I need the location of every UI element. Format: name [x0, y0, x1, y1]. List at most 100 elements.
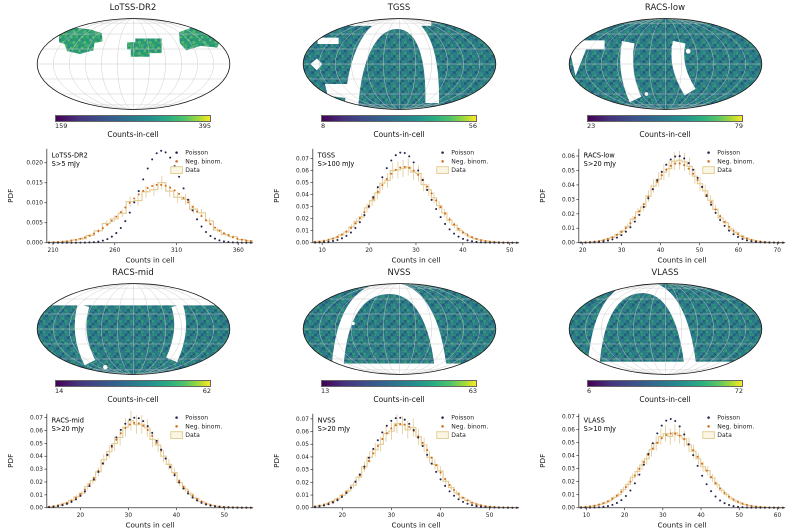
svg-text:Poisson: Poisson	[451, 150, 474, 157]
svg-text:0.00: 0.00	[296, 241, 309, 247]
svg-text:0.02: 0.02	[30, 480, 43, 486]
svg-text:0.01: 0.01	[296, 493, 309, 499]
sky-map-block-nvss: NVSS 13 63 Counts-in-cell	[266, 265, 532, 404]
svg-text:0.00: 0.00	[296, 506, 309, 512]
svg-text:Data: Data	[185, 167, 200, 174]
map-title-racs-mid: RACS-mid	[112, 268, 154, 278]
panel-tgss: TGSS 8 56 Counts-in-cell 10 20 30 40 50 0.00 0…	[266, 0, 532, 265]
svg-text:0.07: 0.07	[296, 156, 309, 162]
svg-text:0.05: 0.05	[562, 440, 575, 446]
colorbar-max: 72	[734, 387, 743, 395]
svg-text:Data: Data	[717, 167, 732, 174]
colorbar-max: 63	[468, 387, 477, 395]
pdf-chart-lotss: 210 260 310 360 0.000 0.005 0.010 0.015 0.020 Cou…	[6, 148, 254, 265]
svg-text:Poisson: Poisson	[185, 415, 208, 422]
svg-text:40: 40	[437, 513, 445, 519]
svg-text:0.07: 0.07	[562, 414, 575, 420]
svg-text:0.05: 0.05	[296, 442, 309, 448]
colorbar-lotss: 159 395 Counts-in-cell	[55, 115, 211, 139]
svg-text:20: 20	[339, 513, 347, 519]
svg-text:0.03: 0.03	[562, 467, 575, 473]
colorbar-gradient	[55, 380, 211, 387]
colorbar-label: Counts-in-cell	[373, 395, 425, 404]
map-title-vlass: VLASS	[651, 268, 679, 278]
colorbar-max: 62	[202, 387, 211, 395]
sky-map-tgss	[302, 18, 496, 110]
svg-text:0.02: 0.02	[562, 480, 575, 486]
svg-text:S>10 mJy: S>10 mJy	[584, 425, 616, 433]
colorbar-max: 79	[734, 122, 743, 130]
svg-text:0.05: 0.05	[562, 168, 575, 174]
panel-vlass: VLASS 6 72 Counts-in-cell 10 20 30 40 50 60 0.…	[532, 265, 798, 530]
svg-text:Neg. binom.: Neg. binom.	[185, 158, 222, 165]
colorbar-min: 23	[587, 122, 596, 130]
svg-text:Data: Data	[717, 432, 732, 439]
svg-text:S>20 mJy: S>20 mJy	[318, 425, 350, 433]
svg-text:0.02: 0.02	[296, 217, 309, 223]
colorbar-label: Counts-in-cell	[639, 395, 691, 404]
colorbar-racs-low: 23 79 Counts-in-cell	[587, 115, 743, 139]
svg-text:Poisson: Poisson	[451, 415, 474, 422]
svg-text:Data: Data	[451, 432, 466, 439]
svg-text:0.020: 0.020	[26, 161, 43, 167]
map-title-nvss: NVSS	[387, 268, 411, 278]
pdf-chart-racs-low: 20 30 40 50 60 70 0.00 0.01 0.02 0.03 0.04 0.05 0.06…	[538, 148, 786, 265]
svg-text:Data: Data	[451, 167, 466, 174]
colorbar-min: 13	[321, 387, 330, 395]
svg-text:30: 30	[618, 248, 626, 254]
svg-text:70: 70	[774, 248, 782, 254]
panel-racs-low: RACS-low 23 79 Counts-in-cell 20 30 40 50 60…	[532, 0, 798, 265]
svg-text:0.04: 0.04	[562, 453, 575, 459]
svg-text:0.000: 0.000	[26, 241, 43, 247]
svg-text:PDF: PDF	[538, 189, 547, 203]
svg-text:0.06: 0.06	[562, 427, 575, 433]
svg-text:S>100 mJy: S>100 mJy	[318, 160, 355, 168]
colorbar-label: Counts-in-cell	[639, 130, 691, 139]
svg-text:60: 60	[735, 248, 743, 254]
svg-text:0.005: 0.005	[26, 221, 43, 227]
svg-text:PDF: PDF	[538, 454, 547, 468]
svg-text:LoTSS-DR2: LoTSS-DR2	[52, 151, 88, 159]
svg-text:PDF: PDF	[6, 454, 15, 468]
map-title-racs-low: RACS-low	[644, 3, 686, 13]
svg-text:0.04: 0.04	[562, 183, 575, 189]
sky-map-lotss	[36, 18, 230, 110]
svg-text:Counts in cell: Counts in cell	[391, 521, 440, 530]
colorbar-min: 14	[55, 387, 64, 395]
svg-text:30: 30	[412, 248, 420, 254]
svg-text:S>20 mJy: S>20 mJy	[52, 425, 84, 433]
pdf-chart-vlass: 10 20 30 40 50 60 0.00 0.01 0.02 0.03 0.04 0.05 0.06…	[538, 413, 786, 530]
colorbar-gradient	[587, 115, 743, 122]
pdf-chart-tgss: 10 20 30 40 50 0.00 0.01 0.02 0.03 0.04 0.05 0.06 0.…	[272, 148, 520, 265]
svg-text:20: 20	[77, 513, 85, 519]
pdf-chart-racs-mid: 20 30 40 50 0.00 0.01 0.02 0.03 0.04 0.05 0.06 0.07…	[6, 411, 254, 530]
panel-lotss: LoTSS-DR2 159 395 Counts-in-cell 210 260 3…	[0, 0, 266, 265]
svg-text:30: 30	[125, 513, 133, 519]
svg-text:0.06: 0.06	[562, 154, 575, 160]
svg-text:0.01: 0.01	[562, 226, 575, 232]
svg-text:0.03: 0.03	[296, 205, 309, 211]
svg-text:30: 30	[388, 513, 396, 519]
map-title-tgss: TGSS	[387, 3, 411, 13]
svg-text:S>5 mJy: S>5 mJy	[52, 160, 80, 168]
panel-racs-mid: RACS-mid 14 62 Counts-in-cell 20 30 40 50 0.…	[0, 265, 266, 530]
colorbar-gradient	[587, 380, 743, 387]
svg-text:Counts in cell: Counts in cell	[391, 256, 440, 265]
sky-map-block-vlass: VLASS 6 72 Counts-in-cell	[532, 265, 798, 404]
svg-text:0.05: 0.05	[30, 441, 43, 447]
svg-text:0.05: 0.05	[296, 180, 309, 186]
sky-map-nvss	[302, 283, 496, 375]
svg-text:20: 20	[365, 248, 373, 254]
colorbar-label: Counts-in-cell	[373, 130, 425, 139]
svg-text:40: 40	[173, 513, 181, 519]
svg-text:0.010: 0.010	[26, 201, 43, 207]
svg-text:20: 20	[621, 513, 629, 519]
svg-text:0.03: 0.03	[562, 197, 575, 203]
svg-text:20: 20	[579, 248, 587, 254]
svg-text:0.00: 0.00	[562, 506, 575, 512]
svg-text:0.06: 0.06	[296, 168, 309, 174]
svg-text:Data: Data	[185, 432, 200, 439]
svg-text:310: 310	[171, 248, 182, 254]
svg-text:VLASS: VLASS	[584, 416, 605, 424]
svg-text:0.01: 0.01	[562, 493, 575, 499]
